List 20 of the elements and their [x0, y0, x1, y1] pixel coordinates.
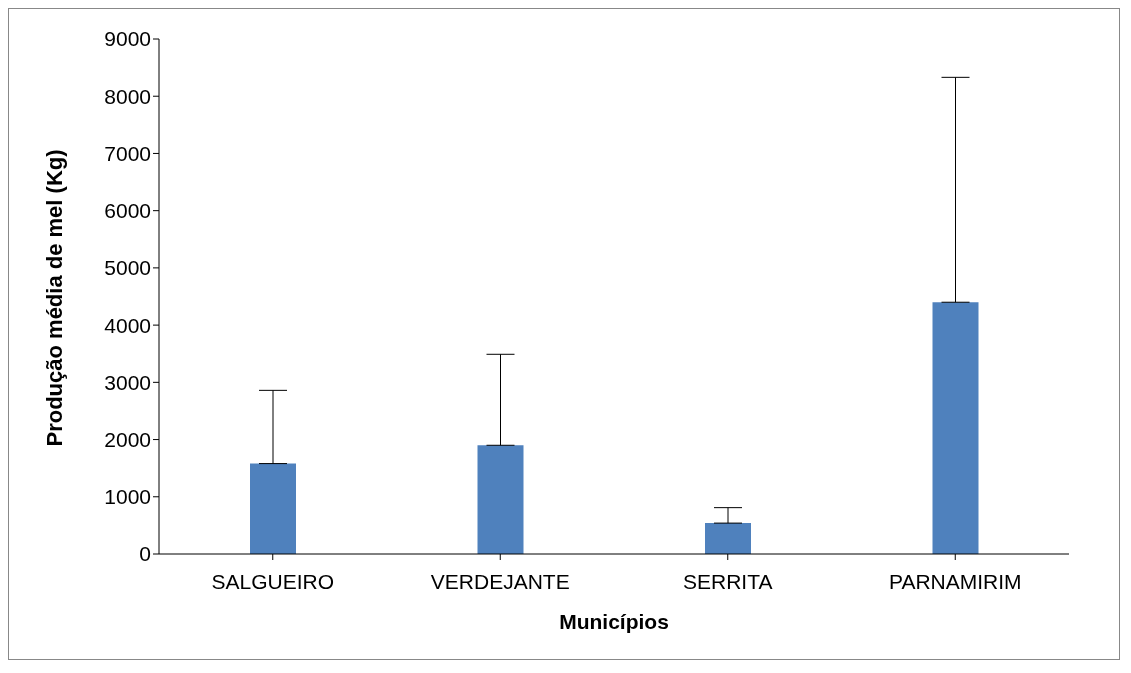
y-tick-label: 1000	[104, 485, 151, 509]
x-tick-label: PARNAMIRIM	[888, 569, 1022, 593]
y-tick-label: 5000	[104, 256, 151, 280]
x-tick-label: VERDEJANTE	[430, 569, 570, 593]
y-tick-label: 6000	[104, 199, 151, 223]
y-tick-label: 8000	[104, 84, 151, 108]
y-tick-label: 2000	[104, 428, 151, 452]
x-axis-title: Municípios	[559, 610, 669, 633]
bar	[477, 445, 524, 554]
y-tick-label: 0	[139, 542, 151, 566]
x-tick-label: SALGUEIRO	[211, 569, 335, 593]
y-tick-label: 9000	[104, 27, 151, 51]
bar	[250, 463, 296, 554]
y-tick-label: 4000	[104, 313, 151, 337]
y-axis-title: Produção média de mel (Kg)	[41, 149, 67, 447]
x-tick-label: SERRITA	[683, 569, 773, 593]
y-tick-label: 7000	[104, 141, 151, 165]
bar	[705, 523, 751, 554]
y-tick-label: 3000	[104, 370, 151, 394]
bar	[932, 302, 979, 554]
